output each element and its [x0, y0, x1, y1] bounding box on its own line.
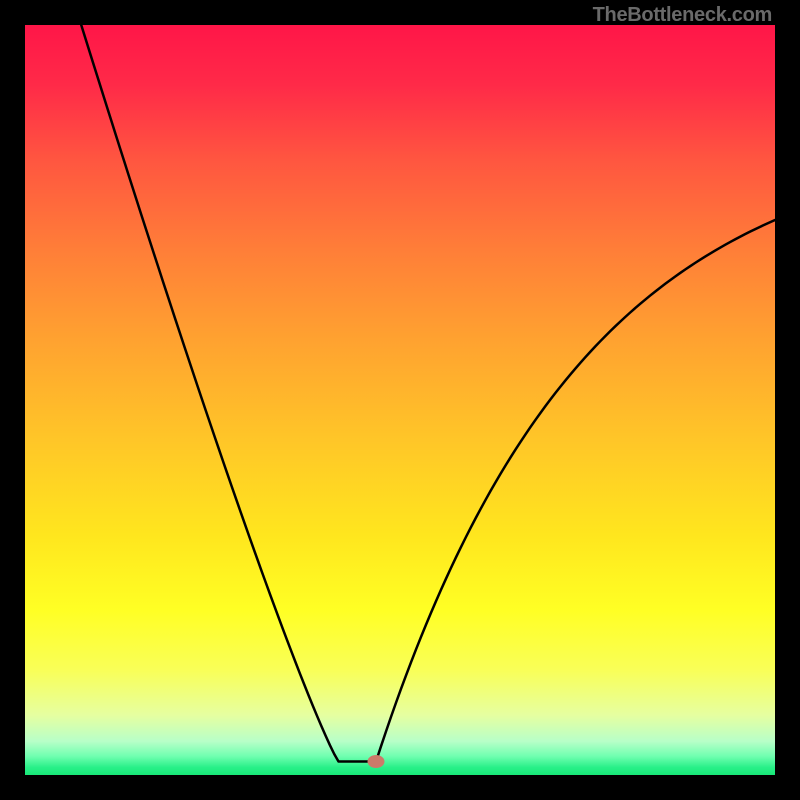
bottleneck-curve	[25, 25, 775, 775]
watermark-text: TheBottleneck.com	[593, 4, 772, 27]
chart-frame: TheBottleneck.com	[0, 0, 800, 800]
plot-area	[25, 25, 775, 775]
minimum-marker	[368, 756, 384, 768]
